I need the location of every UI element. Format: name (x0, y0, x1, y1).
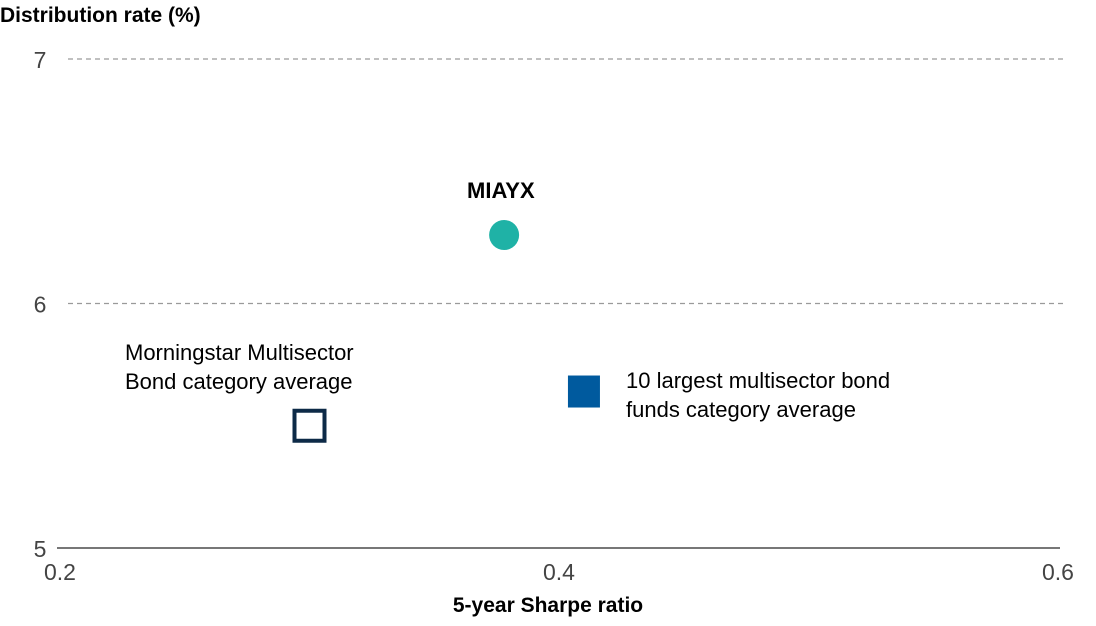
point-label-line: 10 largest multisector bond (626, 368, 891, 393)
data-point-circle (489, 220, 520, 251)
point-label-10-largest: 10 largest multisector bond funds catego… (626, 366, 890, 424)
x-axis-title: 5-year Sharpe ratio (452, 594, 644, 617)
y-tick-label: 6 (34, 292, 47, 318)
x-tick-label: 0.2 (44, 559, 76, 585)
point-label-morningstar: Morningstar Multisector Bond category av… (125, 338, 354, 396)
data-point-hollow-square (292, 408, 327, 443)
y-tick-label: 7 (34, 47, 47, 73)
point-label-line: funds category average (626, 397, 856, 422)
point-label-miayx: MIAYX (467, 178, 535, 203)
point-label-line: Morningstar Multisector (125, 340, 354, 365)
x-tick-label: 0.4 (543, 559, 575, 585)
data-point-square (567, 375, 600, 408)
x-tick-label: 0.6 (1042, 559, 1074, 585)
point-label-line: Bond category average (125, 369, 353, 394)
y-axis-title: Distribution rate (%) (0, 4, 201, 27)
y-tick-label: 5 (34, 536, 47, 562)
